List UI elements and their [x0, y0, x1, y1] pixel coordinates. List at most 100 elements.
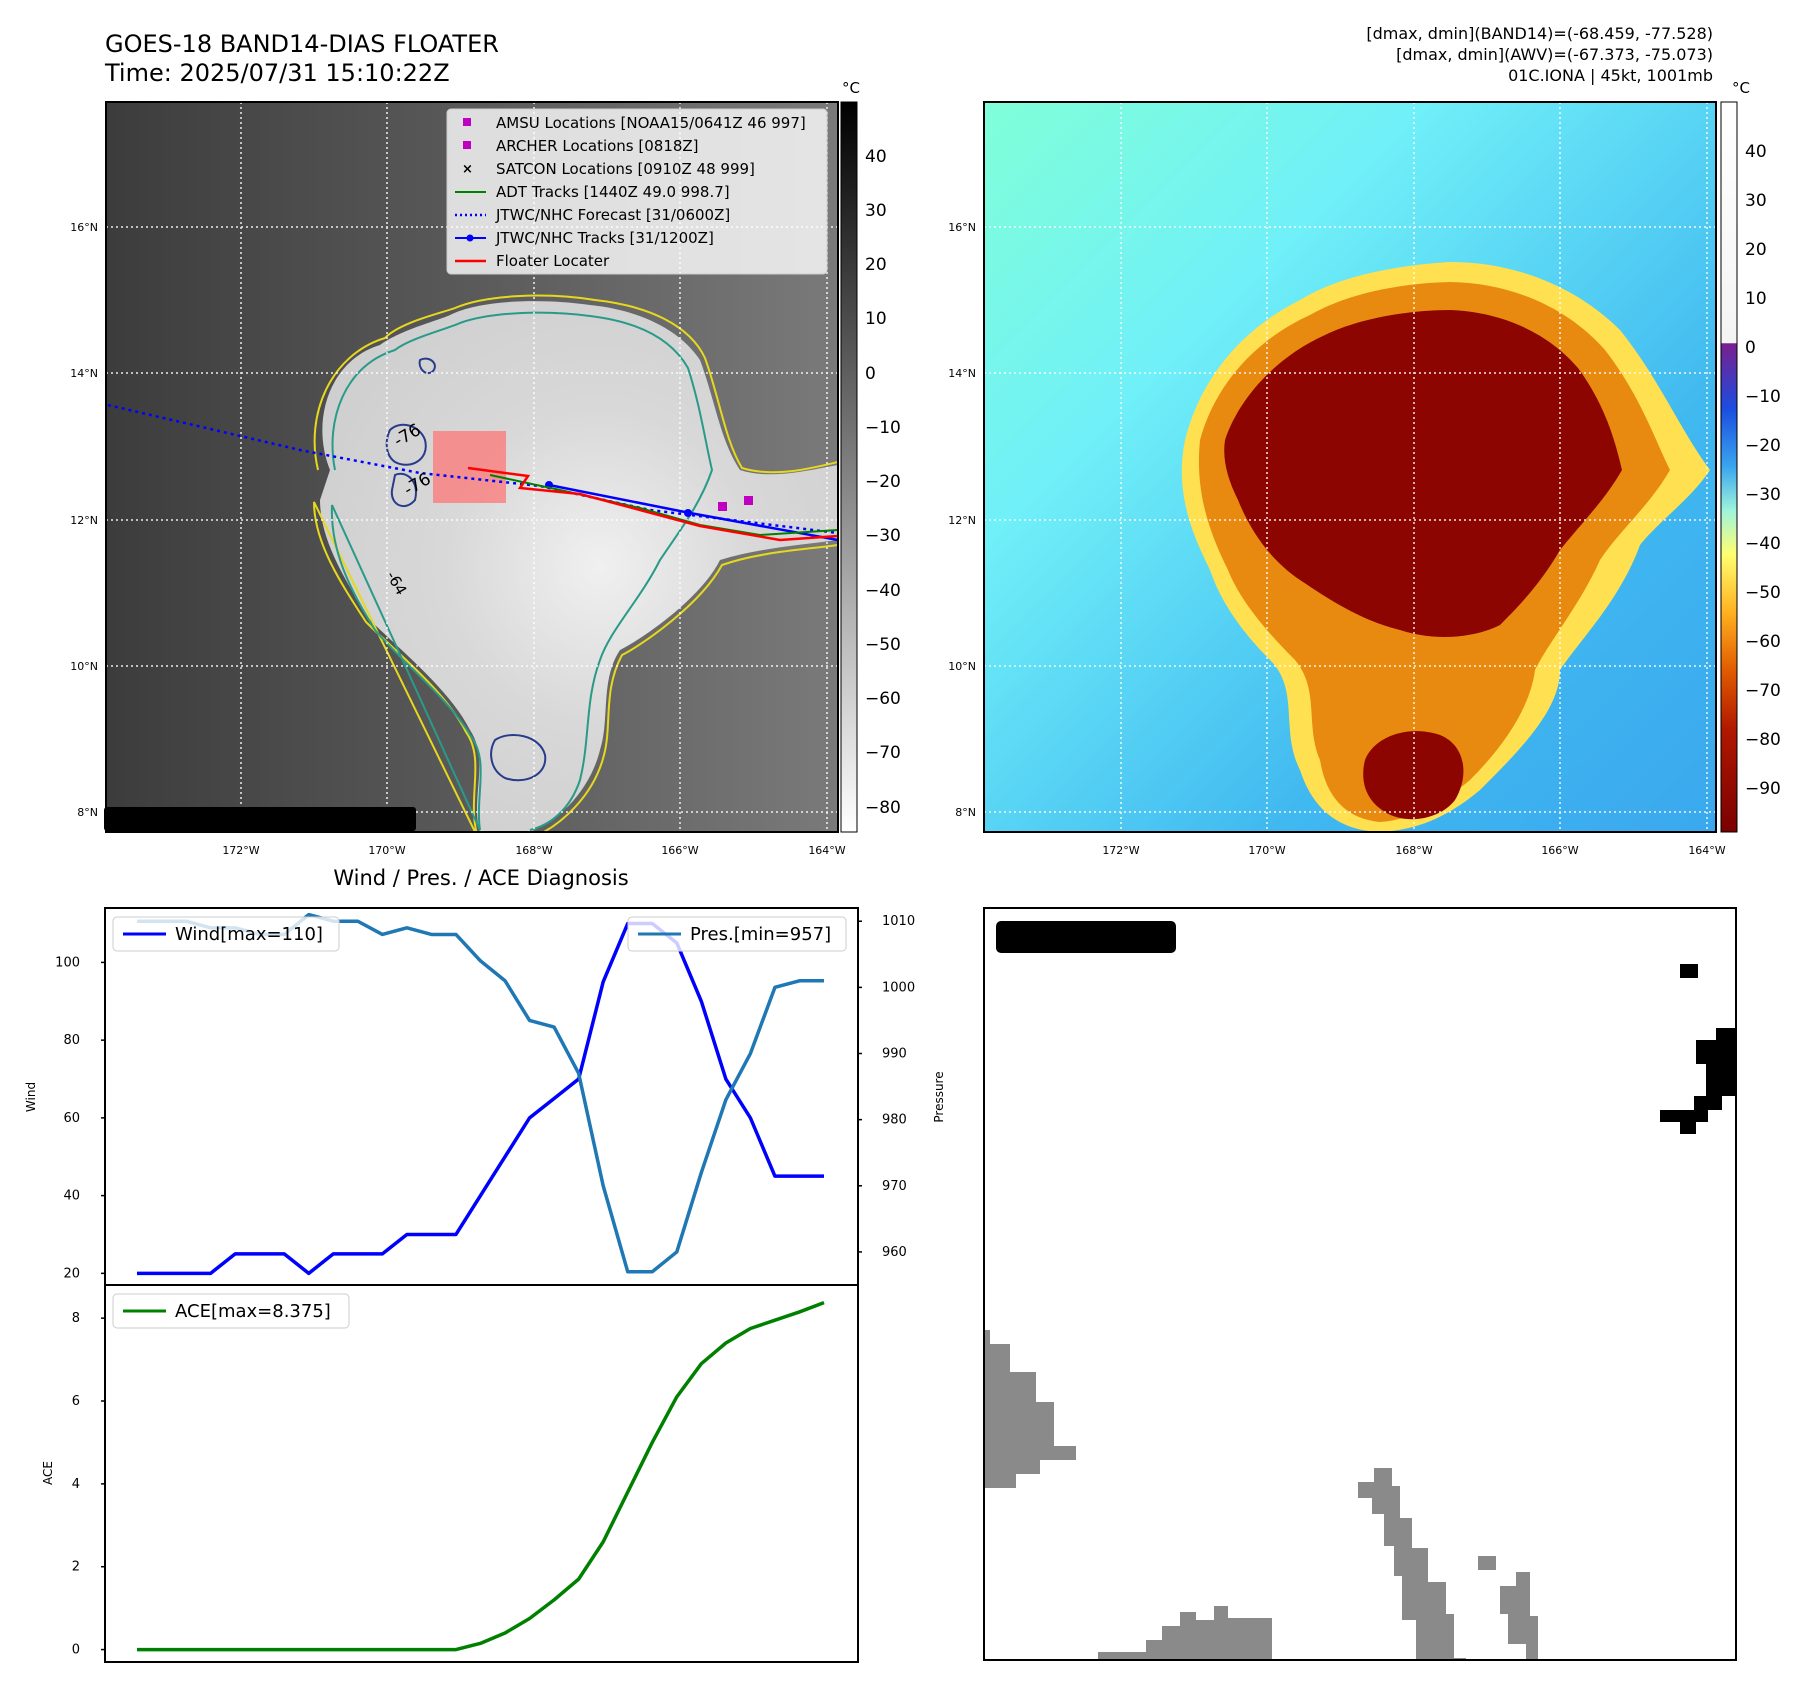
- legend-label: ADT Tracks [1440Z 49.0 998.7]: [496, 183, 730, 201]
- ace-legend-label: ACE[max=8.375]: [175, 1301, 331, 1322]
- ace-series: [137, 1300, 825, 1652]
- colorbar-tick: −70: [865, 743, 901, 763]
- ace-tick-label: 6: [72, 1394, 80, 1409]
- ace-tick-label: 4: [72, 1477, 80, 1492]
- ace-series-line: [137, 1300, 825, 1652]
- lon-label: 170°W: [1248, 844, 1285, 857]
- lon-label: 170°W: [368, 844, 405, 857]
- pres-legend-label: Pres.[min=957]: [690, 924, 831, 945]
- lat-label: 8°N: [955, 806, 976, 819]
- colorbar-tick: 0: [865, 364, 876, 384]
- wmg-gray-patch-east: [1358, 1468, 1538, 1660]
- ace-axes: [104, 1284, 859, 1663]
- pressure-tick-label: 1000: [882, 980, 915, 995]
- cloud-darkred-south: [1363, 731, 1464, 820]
- wind-tick-label: 20: [63, 1266, 80, 1281]
- wind-legend-label: Wind[max=110]: [175, 924, 323, 945]
- colorbar-tick: 30: [1745, 191, 1767, 211]
- colorbar-tick: 30: [865, 201, 887, 221]
- legend: AMSU Locations [NOAA15/0641Z 46 997] ARC…: [446, 108, 828, 275]
- pressure-axis-ticks: 960 970 980 990 1000 1010: [858, 914, 915, 1260]
- colorbar-tick: −10: [865, 418, 901, 438]
- ace-axis-label: ACE: [41, 1461, 55, 1485]
- colorbar-tick: −20: [865, 472, 901, 492]
- diagnosis-title: Wind / Pres. / ACE Diagnosis: [333, 866, 628, 890]
- lon-label: 166°W: [1541, 844, 1578, 857]
- colorbar-tick: −40: [1745, 534, 1781, 554]
- colorbar-1: [840, 101, 858, 833]
- colorbar-tick: −60: [865, 689, 901, 709]
- pres-legend: Pres.[min=957]: [627, 916, 847, 952]
- cloud-darkred: [1224, 310, 1622, 637]
- colorbar-tick: −90: [1745, 779, 1781, 799]
- pressure-axis-label: Pressure: [932, 1071, 946, 1122]
- legend-marker-archer: [463, 141, 471, 149]
- colorbar-tick: −50: [865, 635, 901, 655]
- wmg-count-label: WMG Count: 0: [1003, 925, 1164, 949]
- colorbar-tick: −10: [1745, 387, 1781, 407]
- colorbar-tick: −70: [1745, 681, 1781, 701]
- wmg-black-patch: [1660, 964, 1736, 1134]
- lat-label: 12°N: [70, 514, 98, 527]
- title-line-1: GOES-18 BAND14-DIAS FLOATER: [105, 30, 499, 58]
- lat-label: 10°N: [70, 660, 98, 673]
- contour-teal: [330, 311, 714, 831]
- wind-tick-label: 40: [63, 1189, 80, 1204]
- colorbar-tick: 20: [865, 255, 887, 275]
- lon-label: 164°W: [808, 844, 845, 857]
- lon-label: 168°W: [515, 844, 552, 857]
- ace-legend: ACE[max=8.375]: [112, 1293, 350, 1329]
- ace-chart: 0 2 4 6 8 ACE ACE[max=8.375]: [41, 1284, 859, 1663]
- colorbar-tick: −60: [1745, 632, 1781, 652]
- ace-tick-label: 2: [72, 1560, 80, 1575]
- lat-label: 8°N: [77, 806, 98, 819]
- ace-tick-label: 8: [72, 1311, 80, 1326]
- colorbar-tick: −80: [1745, 730, 1781, 750]
- legend-label: SATCON Locations [0910Z 48 999]: [496, 160, 755, 178]
- floater-locater-track: [467, 466, 838, 542]
- jtwc-track-point: [684, 509, 692, 517]
- wind-pres-chart: 20 40 60 80 100 960 970 980 990 1000 1010 Wind Pr…: [24, 907, 946, 1286]
- pressure-tick-label: 980: [882, 1113, 907, 1128]
- amsu-marker: [718, 502, 727, 511]
- legend-label: JTWC/NHC Forecast [31/0600Z]: [495, 206, 730, 224]
- colorbar-2: [1720, 101, 1738, 833]
- enhanced-map: [984, 102, 1716, 832]
- info-line-1: [dmax, dmin](BAND14)=(-68.459, -77.528): [1366, 24, 1713, 43]
- contour-yellow: [313, 294, 838, 832]
- legend-label: AMSU Locations [NOAA15/0641Z 46 997]: [496, 114, 806, 132]
- colorbar-tick: −20: [1745, 436, 1781, 456]
- colorbar-tick: −50: [1745, 583, 1781, 603]
- wmg-gray-patch-west: [984, 1330, 1076, 1488]
- colorbar-tick: −40: [865, 581, 901, 601]
- enhanced-map-frame: [983, 101, 1717, 833]
- legend-label: Floater Locater: [496, 252, 610, 270]
- wmg-gray-patch-south: [1098, 1606, 1272, 1660]
- legend-marker-satcon: ×: [462, 162, 473, 177]
- colorbar-tick: 10: [1745, 289, 1767, 309]
- wmg-frame: [983, 907, 1737, 1661]
- lon-label: 172°W: [222, 844, 259, 857]
- lon-label: 166°W: [661, 844, 698, 857]
- copyright-text: Copyright © 2020-2025 Dapiya: [108, 810, 387, 829]
- info-line-3: 01C.IONA | 45kt, 1001mb: [1508, 66, 1713, 85]
- lat-label: 16°N: [70, 221, 98, 234]
- lat-label: 16°N: [948, 221, 976, 234]
- pressure-tick-label: 990: [882, 1047, 907, 1062]
- colorbar-tick: 20: [1745, 240, 1767, 260]
- adt-track: [489, 474, 838, 537]
- contour-navy: [385, 357, 547, 782]
- pressure-tick-label: 1010: [882, 914, 915, 929]
- legend-label: JTWC/NHC Tracks [31/1200Z]: [495, 229, 714, 247]
- lon-label: 168°W: [1395, 844, 1432, 857]
- lat-label: 14°N: [948, 367, 976, 380]
- ace-tick-label: 0: [72, 1643, 80, 1658]
- wind-tick-label: 80: [63, 1033, 80, 1048]
- lat-label: 10°N: [948, 660, 976, 673]
- pressure-tick-label: 970: [882, 1179, 907, 1194]
- wind-axis-label: Wind: [24, 1082, 38, 1112]
- colorbar-2-unit: °C: [1732, 79, 1750, 97]
- colorbar-tick: 40: [1745, 142, 1767, 162]
- wmg-count-badge: [996, 921, 1176, 953]
